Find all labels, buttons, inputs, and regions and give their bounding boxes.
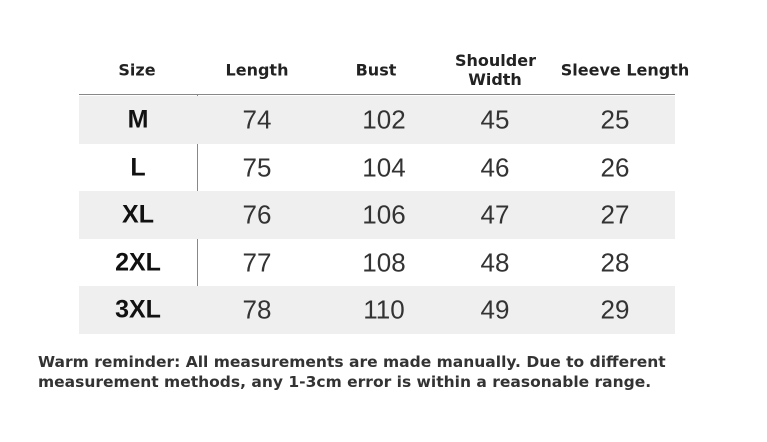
column-header: Length (225, 60, 289, 80)
note: Warm reminder: All measurements are made… (38, 353, 666, 391)
measurement: 78 (242, 294, 272, 325)
header-rule (79, 94, 675, 95)
measurement: 104 (362, 152, 406, 182)
table-row: L 75 104 46 26 (79, 144, 675, 192)
measurement: 29 (600, 294, 630, 325)
measurement: 49 (480, 294, 510, 325)
column-header: Shoulder Width (455, 51, 536, 89)
measurement: 25 (600, 104, 630, 135)
measurement: 48 (480, 247, 510, 277)
measurement: 45 (480, 104, 510, 135)
measurement: 46 (480, 152, 510, 182)
table-row: M 74 102 45 25 (79, 96, 675, 144)
table-row: 3XL 78 110 49 29 (79, 286, 675, 334)
column-header: Size (118, 60, 156, 80)
measurement: 106 (362, 199, 406, 230)
table-row: 2XL 77 108 48 28 (79, 239, 675, 287)
size-label: M (127, 105, 149, 134)
measurement: 77 (242, 247, 272, 277)
size-label: 2XL (115, 248, 161, 276)
measurement: 26 (600, 152, 630, 182)
measurement: 110 (363, 294, 405, 325)
size-label: 3XL (115, 295, 161, 324)
measurement: 47 (480, 199, 510, 230)
size-label: L (130, 153, 146, 181)
measurement: 76 (242, 199, 272, 230)
measurement: 74 (242, 104, 272, 135)
column-header: Bust (355, 60, 397, 80)
measurement: 27 (600, 199, 630, 230)
measurement: 102 (362, 104, 406, 135)
measurement: 28 (600, 247, 630, 277)
measurement: 108 (362, 247, 406, 277)
measurement: 75 (242, 152, 272, 182)
column-header: Sleeve Length (560, 60, 690, 80)
size-label: XL (122, 200, 154, 229)
table-row: XL 76 106 47 27 (79, 191, 675, 239)
